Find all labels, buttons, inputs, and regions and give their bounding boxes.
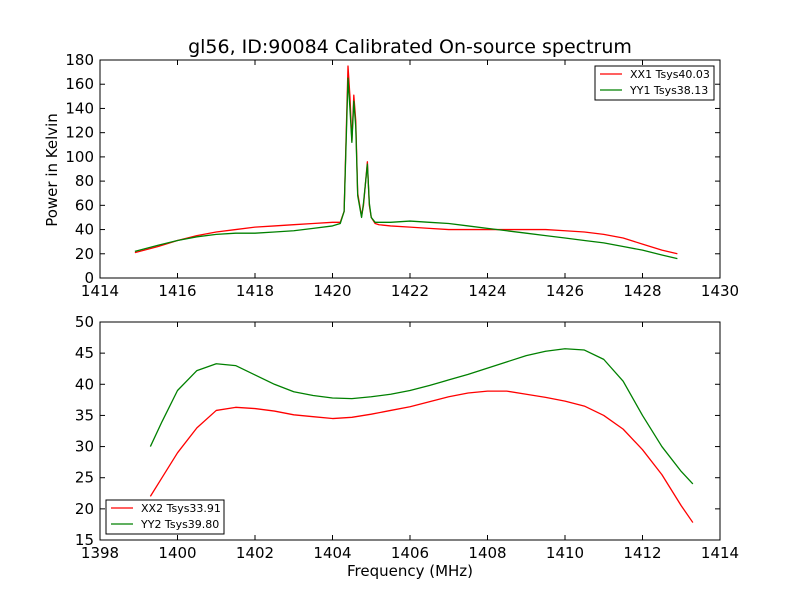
legend-box [594, 65, 715, 101]
x-tick-label: 1402 [236, 544, 274, 562]
x-tick-label: 1400 [158, 544, 196, 562]
y-tick-label: 100 [65, 148, 94, 166]
series-layer [134, 65, 678, 260]
y-tick-label: 0 [84, 269, 94, 287]
y-tick-label: 40 [75, 221, 94, 239]
legend: XX1 Tsys40.03 YY1 Tsys38.13 [594, 65, 715, 101]
y-tick-label: 160 [65, 75, 94, 93]
legend-label-xx1: XX1 Tsys40.03 [630, 68, 710, 81]
y-tick-label: 15 [75, 531, 94, 549]
x-tick-label: 1424 [468, 282, 506, 300]
legend-label-xx2: XX2 Tsys33.91 [141, 502, 221, 515]
y-tick-label: 45 [75, 344, 94, 362]
x-tick-label: 1414 [701, 544, 739, 562]
series-line-yy2 [149, 348, 694, 485]
x-tick-label: 1412 [623, 544, 661, 562]
y-tick-label: 50 [75, 313, 94, 331]
y-tick-label: 20 [75, 500, 94, 518]
y-tick-label: 20 [75, 245, 94, 263]
y-tick-label: 30 [75, 438, 94, 456]
series-layer [149, 348, 694, 523]
x-tick-label: 1420 [313, 282, 351, 300]
x-tick-label: 1398 [81, 544, 119, 562]
ticks-layer: 1398 1400 1402 1404 1406 1408 1410 1412 1414 15 20… [75, 313, 739, 562]
series-line-yy1 [134, 77, 678, 260]
x-tick-label: 1410 [546, 544, 584, 562]
bottom-spectrum-chart: Frequency (MHz) 1398 1400 1402 1404 1406 1408… [75, 313, 739, 580]
x-tick-label: 1428 [623, 282, 661, 300]
plot-frame [99, 59, 721, 279]
y-tick-label: 40 [75, 375, 94, 393]
x-tick-label: 1422 [391, 282, 429, 300]
y-tick-label: 35 [75, 406, 94, 424]
y-tick-label: 25 [75, 469, 94, 487]
plot-frame [99, 321, 721, 541]
y-tick-label: 180 [65, 51, 94, 69]
y-tick-label: 80 [75, 172, 94, 190]
top-spectrum-chart: gl56, ID:90084 Calibrated On-source spec… [43, 36, 739, 300]
chart-title: gl56, ID:90084 Calibrated On-source spec… [188, 36, 632, 58]
y-axis-label: Power in Kelvin [43, 113, 61, 227]
x-tick-label: 1418 [236, 282, 274, 300]
x-tick-label: 1430 [701, 282, 739, 300]
x-tick-label: 1404 [313, 544, 351, 562]
x-tick-label: 1408 [468, 544, 506, 562]
legend-box [105, 499, 225, 535]
x-tick-label: 1426 [546, 282, 584, 300]
x-axis-label: Frequency (MHz) [347, 562, 473, 580]
series-line-xx2 [149, 390, 694, 523]
y-tick-label: 140 [65, 99, 94, 117]
ticks-layer: 1414 1416 1418 1420 1422 1424 1426 1428 1430 0 20 4… [65, 51, 739, 300]
legend-label-yy2: YY2 Tsys39.80 [140, 518, 219, 531]
x-tick-label: 1414 [81, 282, 119, 300]
x-tick-label: 1416 [158, 282, 196, 300]
legend-label-yy1: YY1 Tsys38.13 [629, 84, 708, 97]
y-tick-label: 120 [65, 124, 94, 142]
y-tick-label: 60 [75, 196, 94, 214]
legend: XX2 Tsys33.91 YY2 Tsys39.80 [105, 499, 225, 535]
x-tick-label: 1406 [391, 544, 429, 562]
